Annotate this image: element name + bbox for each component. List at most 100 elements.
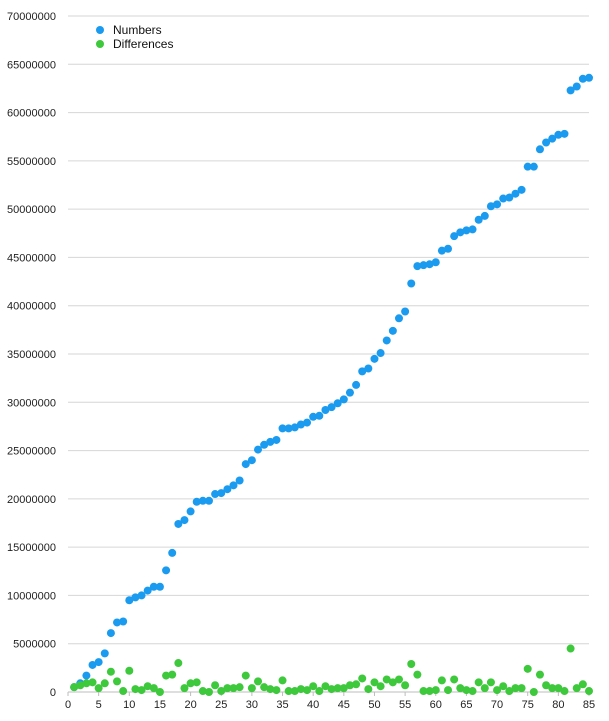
point-numbers [352,380,361,389]
point-differences [437,676,446,685]
legend-label-numbers: Numbers [113,23,162,37]
x-tick-label: 50 [368,699,380,711]
point-differences [235,683,244,692]
point-numbers [480,211,489,220]
point-differences [254,677,263,686]
point-numbers [486,202,495,211]
legend-marker-differences [96,40,104,48]
point-differences [198,687,207,696]
x-tick-label: 5 [96,699,102,711]
point-differences [578,680,587,689]
point-numbers [462,226,471,235]
y-tick-label: 50000000 [7,204,56,216]
point-differences [456,684,465,693]
point-numbers [401,307,410,316]
point-numbers [535,145,544,154]
point-differences [303,686,312,695]
point-differences [260,683,269,692]
point-numbers [394,314,403,323]
point-differences [211,681,220,690]
point-differences [192,678,201,687]
y-tick-label: 20000000 [7,494,56,506]
point-differences [376,682,385,691]
y-tick-label: 40000000 [7,301,56,313]
point-numbers [119,617,128,626]
x-tick-label: 40 [307,699,319,711]
point-differences [560,687,569,696]
point-differences [333,684,342,693]
point-numbers [578,74,587,83]
point-differences [82,679,91,688]
point-differences [70,683,79,692]
point-differences [486,678,495,687]
point-numbers [241,460,250,469]
point-numbers [131,593,140,602]
point-numbers [186,507,195,516]
point-differences [493,686,502,695]
point-numbers [468,225,477,234]
x-tick-label: 25 [215,699,227,711]
point-numbers [174,519,183,528]
point-numbers [450,232,459,241]
point-numbers [572,82,581,91]
point-numbers [106,629,115,638]
point-differences [523,664,532,673]
x-tick-label: 80 [552,699,564,711]
point-numbers [223,485,232,494]
point-differences [352,680,361,689]
point-numbers [94,658,103,667]
point-numbers [125,596,134,605]
y-tick-label: 30000000 [7,397,56,409]
x-tick-label: 60 [430,699,442,711]
point-differences [155,688,164,696]
point-differences [468,687,477,696]
point-differences [106,667,115,676]
legend-label-differences: Differences [113,37,173,51]
point-numbers [542,138,551,147]
x-tick-label: 35 [276,699,288,711]
y-tick-label: 0 [50,687,56,699]
point-differences [382,675,391,684]
point-differences [394,675,403,684]
point-numbers [235,476,244,485]
point-differences [572,684,581,693]
point-numbers [517,185,526,194]
point-differences [315,687,324,696]
data-series [70,73,593,696]
point-differences [585,687,593,696]
x-tick-label: 55 [399,699,411,711]
point-numbers [290,423,299,432]
point-differences [370,678,379,687]
point-differences [542,681,551,690]
y-tick-label: 15000000 [7,542,56,554]
point-differences [272,686,281,695]
x-tick-label: 10 [123,699,135,711]
x-tick-label: 15 [154,699,166,711]
point-numbers [309,412,318,421]
point-differences [186,679,195,688]
point-differences [529,688,538,696]
x-tick-label: 65 [460,699,472,711]
point-numbers [364,364,373,373]
legend: Numbers Differences [96,23,173,51]
y-tick-label: 70000000 [7,11,56,23]
point-numbers [345,388,354,397]
point-numbers [370,354,379,363]
point-numbers [585,73,593,82]
point-differences [162,671,171,680]
point-differences [431,686,440,695]
x-tick-label: 0 [65,699,71,711]
point-numbers [217,489,226,498]
y-tick-label: 60000000 [7,108,56,120]
point-numbers [511,189,520,198]
x-tick-label: 75 [522,699,534,711]
point-differences [517,684,526,693]
point-differences [229,684,238,693]
point-numbers [499,194,508,203]
point-differences [401,681,410,690]
point-numbers [254,445,263,454]
point-differences [149,684,158,693]
point-numbers [211,490,220,499]
point-differences [137,686,146,695]
